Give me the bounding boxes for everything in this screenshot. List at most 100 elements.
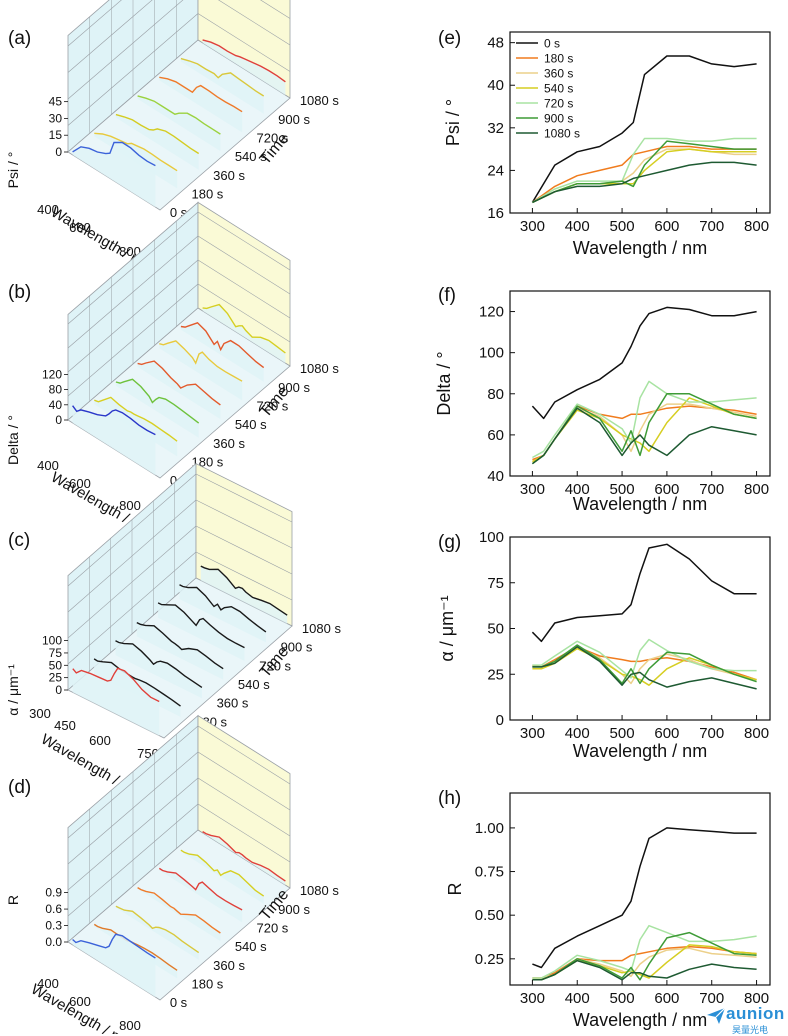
slice-line xyxy=(200,565,288,616)
z-axis-label: α / μm⁻¹ xyxy=(5,664,21,716)
legend-label: 0 s xyxy=(544,37,560,51)
paper-plane-icon xyxy=(707,1007,726,1024)
series-line xyxy=(531,145,757,204)
legend-label: 360 s xyxy=(544,67,573,81)
z-axis-label: Psi / ° xyxy=(5,152,21,189)
x-tick-label: 700 xyxy=(699,481,724,498)
grid-line xyxy=(197,803,291,863)
panel-label: (a) xyxy=(8,28,31,49)
slice-fill xyxy=(158,602,245,661)
x-tick-label: 400 xyxy=(565,990,590,1007)
x-tick-label: 700 xyxy=(699,218,724,235)
z-tick-label: 0.6 xyxy=(45,902,62,916)
slice-fill xyxy=(115,379,199,438)
time-tick-label: 900 s xyxy=(278,112,310,127)
legend-label: 720 s xyxy=(544,97,573,111)
slice-line xyxy=(136,621,224,670)
slice-line xyxy=(72,933,156,959)
slice-fill xyxy=(159,868,243,923)
time-tick-label: 720 s xyxy=(257,920,289,935)
time-tick-label: 900 s xyxy=(278,902,310,917)
series-line xyxy=(532,646,757,690)
series-line xyxy=(532,140,757,204)
z-tick-label: 120 xyxy=(42,367,62,381)
slice-fill xyxy=(72,142,156,208)
z-tick-label: 75 xyxy=(49,646,63,660)
series-line xyxy=(531,407,757,465)
legend-label: 900 s xyxy=(544,112,573,126)
x-tick-label: 300 xyxy=(29,706,51,721)
slice-fill xyxy=(115,640,202,699)
slice-fill xyxy=(202,304,286,364)
panel-label: (e) xyxy=(438,28,461,49)
x-tick-label: 800 xyxy=(744,481,769,498)
watermark-logo: aunion 昊量光电 xyxy=(706,1004,786,1036)
watermark-brand: aunion xyxy=(726,1004,785,1023)
y-axis-label: Delta / ° xyxy=(434,351,454,415)
y-tick-label: 0.25 xyxy=(475,951,504,968)
slice-fill xyxy=(179,584,266,643)
x-tick-label: 700 xyxy=(699,725,724,742)
y-tick-label: 50 xyxy=(487,621,504,638)
grid-line xyxy=(197,13,291,72)
series-line xyxy=(532,380,757,459)
time-tick-label: 360 s xyxy=(213,958,245,973)
time-tick-label: 900 s xyxy=(278,380,310,395)
slice-line xyxy=(115,378,200,424)
slice-line xyxy=(179,584,267,633)
slice-line xyxy=(72,667,160,703)
series-line xyxy=(532,959,757,981)
y-tick-label: 16 xyxy=(487,205,504,222)
slice-fill xyxy=(202,39,286,96)
time-tick-label: 180 s xyxy=(192,186,224,201)
series-line xyxy=(532,161,757,204)
x-axis-label: Wavelength / nm xyxy=(573,741,707,761)
x-tick-label: 500 xyxy=(610,990,635,1007)
x-axis-label: Wavelength / nm xyxy=(28,981,133,1034)
y-tick-label: 120 xyxy=(479,304,504,321)
legend-label: 180 s xyxy=(544,52,573,66)
y-axis-label: α / μm⁻¹ xyxy=(437,595,457,661)
series-line xyxy=(531,543,757,643)
y-tick-label: 0.75 xyxy=(475,864,504,881)
x-tick-label: 400 xyxy=(37,458,59,473)
x-tick-label: 600 xyxy=(654,990,679,1007)
slice-fill xyxy=(200,566,288,624)
slice-line xyxy=(72,405,156,436)
series-line xyxy=(532,638,757,679)
x-tick-label: 600 xyxy=(654,481,679,498)
x-tick-label: 500 xyxy=(610,725,635,742)
time-tick-label: 360 s xyxy=(213,168,245,183)
x-tick-label: 300 xyxy=(520,481,545,498)
grid-line xyxy=(197,283,291,343)
y-axis-label: Psi / ° xyxy=(443,99,463,146)
grid-line xyxy=(197,259,291,319)
series-line xyxy=(532,137,757,204)
x-tick-label: 600 xyxy=(654,725,679,742)
time-tick-label: 720 s xyxy=(257,130,289,145)
z-axis-label: Delta / ° xyxy=(5,415,21,465)
slice-fill xyxy=(136,622,224,680)
grid-line xyxy=(197,725,291,785)
slice-fill xyxy=(202,831,286,886)
series-line xyxy=(532,924,757,979)
series-line xyxy=(531,306,757,420)
y-tick-label: 60 xyxy=(487,427,504,444)
legend-label: 1080 s xyxy=(544,127,580,141)
grid-line xyxy=(195,551,293,601)
x-tick-label: 600 xyxy=(69,220,91,235)
series-line xyxy=(532,405,757,461)
slice-fill xyxy=(115,114,199,170)
slice-fill xyxy=(159,340,243,401)
grid-line xyxy=(195,499,293,549)
z-tick-label: 0.0 xyxy=(45,935,62,949)
x-axis-label: Wavelength / nm xyxy=(573,1010,707,1030)
panel-label: (f) xyxy=(438,285,456,306)
time-tick-label: 540 s xyxy=(238,677,270,692)
series-line xyxy=(532,644,757,685)
slice-line xyxy=(157,602,245,649)
time-tick-label: 720 s xyxy=(257,398,289,413)
x-tick-label: 800 xyxy=(119,244,141,259)
series-line xyxy=(531,55,757,203)
z-tick-label: 0 xyxy=(55,145,62,159)
